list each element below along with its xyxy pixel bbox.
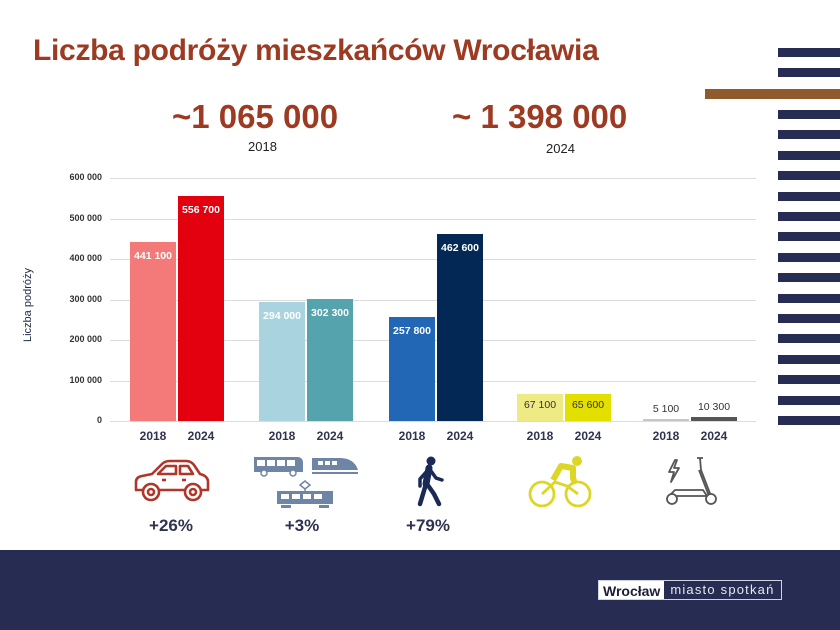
stripe <box>778 294 840 303</box>
y-axis-label: Liczba podróży <box>22 268 34 342</box>
stripe <box>778 396 840 405</box>
x-tick-label: 2018 <box>652 429 680 443</box>
bar-value-label: 294 000 <box>263 309 301 322</box>
gridline <box>110 219 756 220</box>
y-tick-label: 200 000 <box>69 334 102 344</box>
total-2024: ~ 1 398 000 <box>452 98 628 135</box>
bar-value-label: 10 300 <box>697 400 731 413</box>
bar-value-label: 257 800 <box>393 324 431 337</box>
gridline <box>110 259 756 260</box>
bar-bicycle-2018: 67 100 <box>517 393 563 421</box>
page-title: Liczba podróży mieszkańców Wrocławia <box>33 34 599 67</box>
stripe <box>778 151 840 160</box>
stripe <box>778 68 840 77</box>
stripe <box>778 416 840 425</box>
bar-value-label: 441 100 <box>134 250 172 263</box>
stripe <box>778 232 840 241</box>
total-2018-year: 2018 <box>248 139 277 154</box>
x-tick-label: 2018 <box>268 429 296 443</box>
stripe <box>778 48 840 57</box>
tram-icon <box>277 480 333 508</box>
logo-tagline: miasto spotkań <box>670 582 775 597</box>
bar-car-2018: 441 100 <box>130 242 176 421</box>
stripe <box>778 212 840 221</box>
bar-pedestrian-2024: 462 600 <box>437 233 483 421</box>
pedestrian-icon <box>417 456 444 507</box>
y-tick-label: 300 000 <box>69 294 102 304</box>
x-tick-label: 2018 <box>526 429 554 443</box>
change-pedestrian: +79% <box>406 516 450 535</box>
x-tick-label: 2024 <box>316 429 344 443</box>
y-tick-label: 600 000 <box>69 172 102 182</box>
x-tick-label: 2024 <box>574 429 602 443</box>
bar-value-label: 302 300 <box>311 306 349 319</box>
logo-city: Wrocław <box>599 581 665 599</box>
bar-pedestrian-2018: 257 800 <box>389 316 435 421</box>
stripe <box>778 192 840 201</box>
total-2024-year: 2024 <box>546 141 575 156</box>
stripe <box>778 110 840 119</box>
bar-value-label: 556 700 <box>182 203 220 216</box>
y-tick-label: 0 <box>96 415 102 425</box>
gridline <box>110 421 756 422</box>
stripe <box>778 355 840 364</box>
bar-public-transport-2018: 294 000 <box>259 301 305 421</box>
bar-value-label: 67 100 <box>523 398 557 411</box>
bar-e-scooter-2024: 10 300 <box>691 401 737 421</box>
train-icon <box>312 458 358 474</box>
stripe <box>778 314 840 323</box>
stripe <box>778 375 840 384</box>
bus-icon <box>254 457 303 477</box>
stripe <box>778 334 840 343</box>
brown-accent-line <box>705 89 840 99</box>
wroclaw-logo: Wrocław miasto spotkań <box>598 580 782 600</box>
x-tick-label: 2024 <box>187 429 215 443</box>
bar-value-label: 462 600 <box>441 241 479 254</box>
y-tick-label: 400 000 <box>69 253 102 263</box>
bar-e-scooter-2018: 5 100 <box>643 403 689 421</box>
x-tick-label: 2024 <box>446 429 474 443</box>
bicycle-icon <box>528 456 592 508</box>
stripe <box>778 273 840 282</box>
bar-car-2024: 556 700 <box>178 195 224 421</box>
change-car: +26% <box>149 516 193 535</box>
e-scooter-icon <box>666 457 717 505</box>
total-2018: ~1 065 000 <box>172 98 339 135</box>
bar-bicycle-2024: 65 600 <box>565 394 611 421</box>
y-tick-label: 100 000 <box>69 375 102 385</box>
stripe <box>778 171 840 180</box>
y-tick-label: 500 000 <box>69 213 102 223</box>
gridline <box>110 300 756 301</box>
x-tick-label: 2024 <box>700 429 728 443</box>
x-tick-label: 2018 <box>139 429 167 443</box>
change-public-transport: +3% <box>284 516 320 535</box>
stripe <box>778 253 840 262</box>
footer-bar <box>0 550 840 630</box>
bar-value-label: 65 600 <box>571 399 605 412</box>
gridline <box>110 178 756 179</box>
stripe <box>778 130 840 139</box>
bar-value-label: 5 100 <box>652 402 680 415</box>
x-tick-label: 2018 <box>398 429 426 443</box>
bar-public-transport-2024: 302 300 <box>307 298 353 421</box>
car-icon <box>134 459 210 502</box>
